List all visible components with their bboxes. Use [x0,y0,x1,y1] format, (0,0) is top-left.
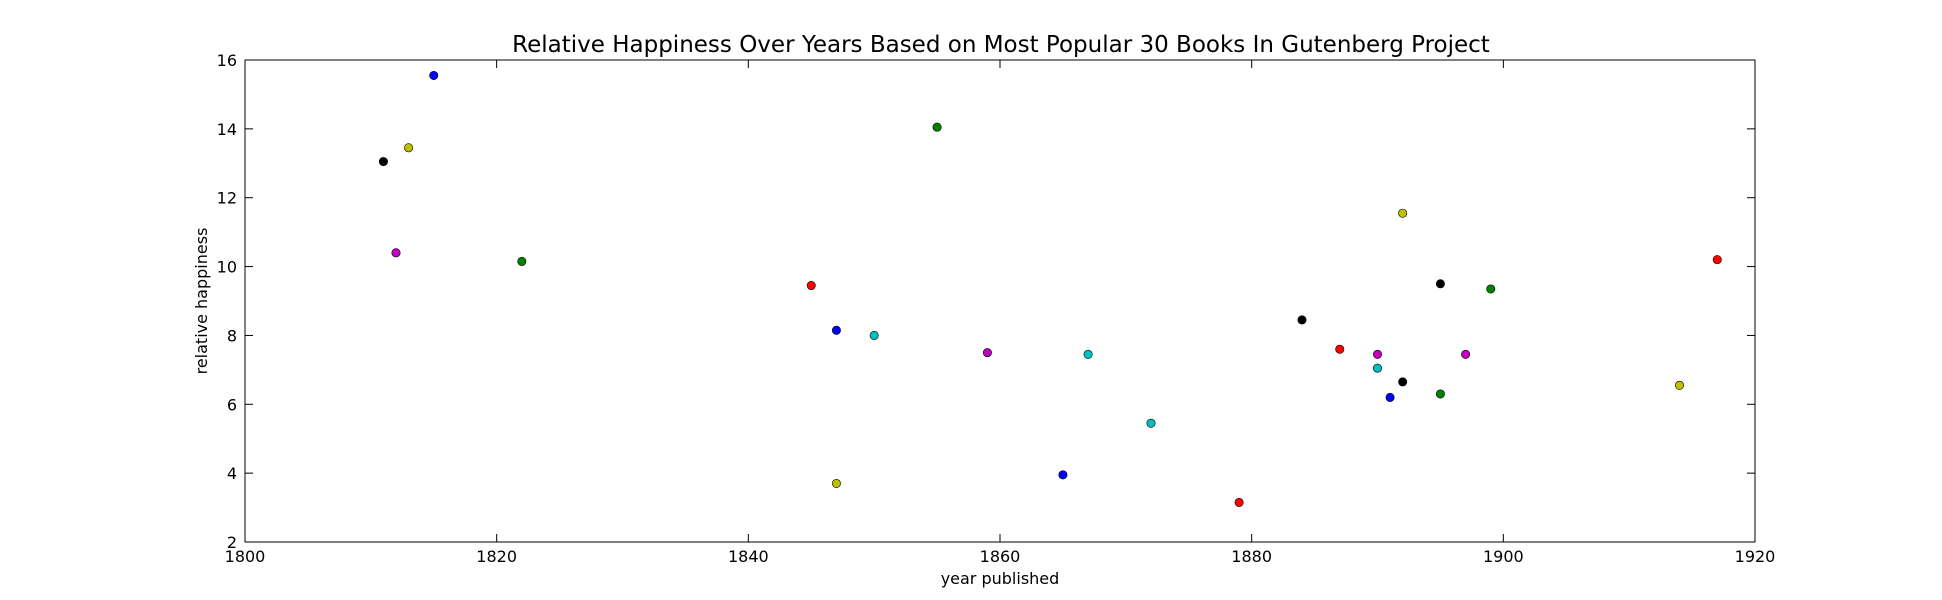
y-axis-label: relative happiness [192,228,211,375]
data-point [831,478,841,488]
data-point [1712,255,1722,265]
y-tick-label: 12 [217,189,237,208]
y-tick-label: 16 [217,51,237,70]
y-tick-label: 2 [227,533,237,552]
data-point [1675,380,1685,390]
data-point [806,281,816,291]
data-point [1058,470,1068,480]
data-point [404,143,414,153]
data-point [869,330,879,340]
data-point [429,70,439,80]
data-points [378,70,1722,507]
data-point [1435,279,1445,289]
plot-frame [244,59,1756,543]
data-point [1146,418,1156,428]
data-point [1373,363,1383,373]
data-point [1398,377,1408,387]
data-point [391,248,401,258]
x-tick-label: 1820 [476,547,517,566]
data-point [932,122,942,132]
data-point [1083,349,1093,359]
y-tick-label: 4 [227,464,237,483]
axis-ticks: 1800 1820 1840 1860 1880 1900 1920 2 4 6 8 10 12 14 16 [217,51,1776,566]
data-point [1373,349,1383,359]
data-point [1461,349,1471,359]
data-point [1486,284,1496,294]
data-point [1398,208,1408,218]
data-point [378,157,388,167]
data-point [1385,392,1395,402]
y-tick-label: 8 [227,326,237,345]
data-point [1435,389,1445,399]
data-point [982,348,992,358]
x-tick-label: 1920 [1735,547,1776,566]
x-tick-label: 1800 [225,547,266,566]
data-point [1234,497,1244,507]
y-tick-label: 14 [217,120,237,139]
y-tick-label: 10 [217,258,237,277]
chart-title: Relative Happiness Over Years Based on M… [512,32,1490,58]
data-point [517,256,527,266]
data-point [831,325,841,335]
data-point [1335,344,1345,354]
y-tick-label: 6 [227,395,237,414]
x-axis-label: year published [941,569,1060,588]
data-point [1297,315,1307,325]
x-tick-label: 1880 [1231,547,1272,566]
x-tick-label: 1900 [1483,547,1524,566]
x-tick-label: 1860 [980,547,1021,566]
x-tick-label: 1840 [728,547,769,566]
